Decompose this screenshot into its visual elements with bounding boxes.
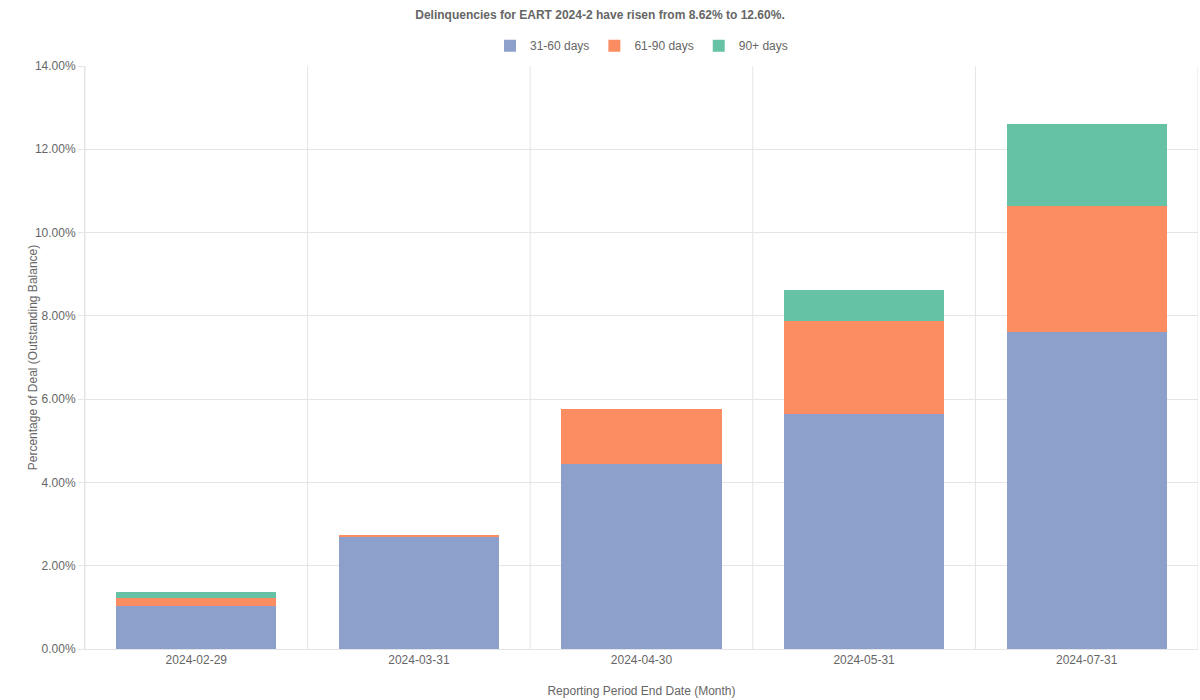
svg-text:12.00%: 12.00% [35,142,76,156]
svg-text:Delinquencies for EART 2024-2: Delinquencies for EART 2024-2 have risen… [415,8,784,22]
svg-text:2024-05-31: 2024-05-31 [833,653,895,667]
svg-text:90+ days: 90+ days [739,39,788,53]
svg-text:61-90 days: 61-90 days [634,39,693,53]
svg-text:6.00%: 6.00% [42,392,76,406]
svg-text:2024-02-29: 2024-02-29 [166,653,228,667]
svg-text:31-60 days: 31-60 days [530,39,589,53]
svg-text:2024-04-30: 2024-04-30 [611,653,673,667]
svg-text:2.00%: 2.00% [42,559,76,573]
svg-text:14.00%: 14.00% [35,59,76,73]
svg-text:2024-07-31: 2024-07-31 [1056,653,1118,667]
svg-text:2024-03-31: 2024-03-31 [388,653,450,667]
svg-text:8.00%: 8.00% [42,309,76,323]
svg-text:10.00%: 10.00% [35,226,76,240]
svg-text:0.00%: 0.00% [42,642,76,656]
svg-text:4.00%: 4.00% [42,476,76,490]
svg-text:Reporting Period End Date (Mon: Reporting Period End Date (Month) [547,684,735,698]
svg-text:Percentage of Deal (Outstandin: Percentage of Deal (Outstanding Balance) [26,245,40,470]
